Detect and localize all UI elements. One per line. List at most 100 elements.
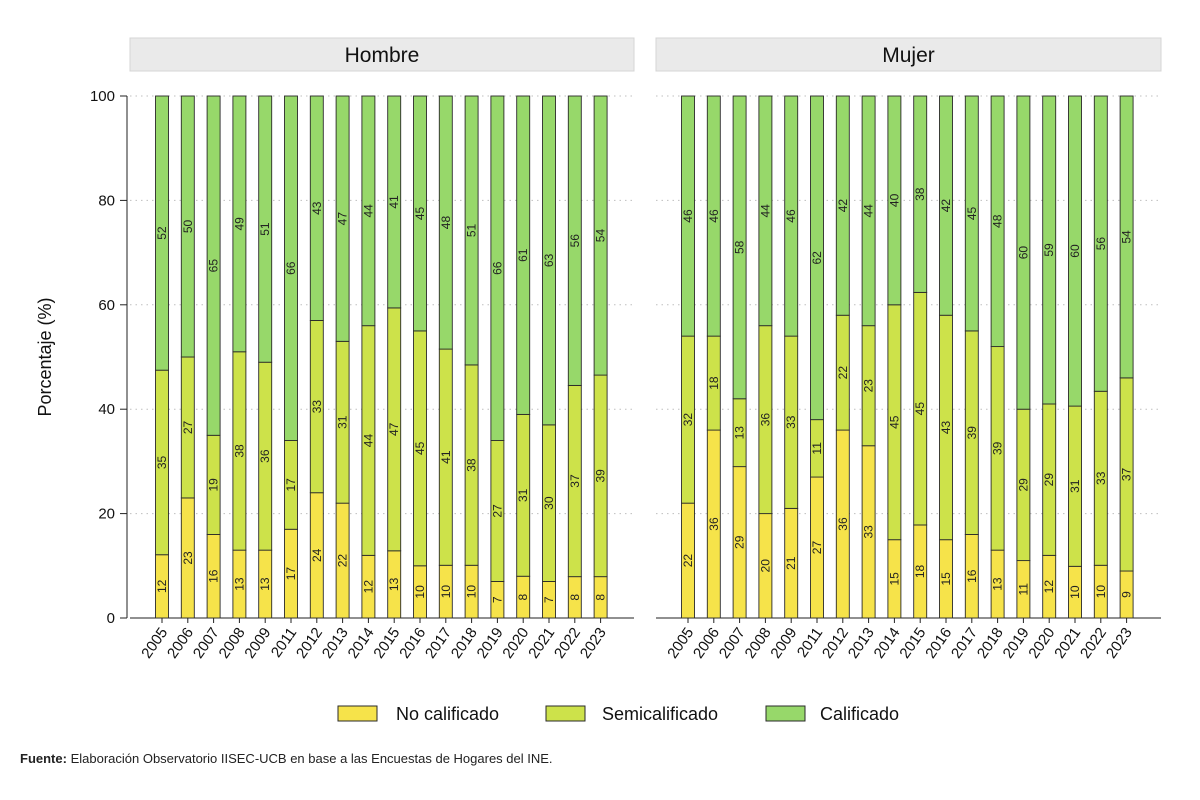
bar-label-hombre-2013: 47: [336, 212, 350, 226]
bar-label-hombre-2019: 7: [490, 596, 504, 603]
bar-label-hombre-2018: 10: [465, 585, 479, 599]
bar-label-mujer-2013: 44: [862, 204, 876, 218]
x-tick-label-hombre: 2018: [448, 625, 481, 662]
panel-title-mujer: Mujer: [882, 44, 935, 67]
bar-label-mujer-2015: 18: [913, 564, 927, 578]
bar-label-mujer-2006: 46: [707, 209, 721, 223]
legend-swatch-calificado: [765, 705, 806, 722]
bar-label-mujer-2018: 13: [991, 577, 1005, 591]
bar-label-hombre-2006: 50: [181, 220, 195, 234]
bar-label-mujer-2006: 36: [707, 517, 721, 531]
bar-label-mujer-2022: 33: [1094, 471, 1108, 485]
bar-label-hombre-2014: 44: [361, 434, 375, 448]
bar-mujer-2005-calificado: [681, 95, 695, 337]
x-tick-label-mujer: 2016: [922, 625, 955, 662]
bar-mujer-2012-calificado: [835, 95, 850, 316]
x-tick-label-hombre: 2012: [293, 625, 326, 662]
bar-label-mujer-2020: 12: [1042, 580, 1056, 594]
bar-hombre-2015-calificado: [387, 95, 402, 309]
bar-label-mujer-2014: 15: [887, 572, 901, 586]
bar-label-hombre-2005: 52: [155, 226, 169, 240]
bar-label-hombre-2008: 49: [232, 217, 246, 231]
bar-hombre-2023-calificado: [593, 95, 608, 376]
bar-label-hombre-2011: 17: [284, 478, 298, 492]
bar-label-hombre-2012: 33: [310, 400, 324, 414]
x-tick-label-hombre: 2021: [525, 625, 558, 662]
x-tick-label-mujer: 2008: [742, 625, 775, 662]
bar-label-mujer-2008: 20: [758, 559, 772, 573]
x-tick-label-hombre: 2011: [268, 625, 300, 661]
bar-hombre-2018-calificado: [464, 95, 479, 366]
bar-label-mujer-2022: 56: [1094, 237, 1108, 251]
bar-label-hombre-2012: 24: [310, 548, 324, 562]
bar-label-mujer-2008: 36: [758, 413, 772, 427]
bar-mujer-2020-calificado: [1042, 95, 1057, 405]
bar-mujer-2013-calificado: [861, 95, 876, 327]
bar-label-mujer-2017: 16: [965, 569, 979, 583]
bar-label-mujer-2016: 15: [939, 572, 953, 586]
x-tick-label-mujer: 2023: [1103, 625, 1136, 662]
bar-hombre-2007-calificado: [206, 95, 221, 436]
bar-label-hombre-2022: 56: [568, 234, 582, 248]
bar-label-mujer-2013: 23: [862, 379, 876, 393]
bar-hombre-2012-calificado: [309, 95, 324, 321]
bar-label-hombre-2015: 47: [387, 422, 401, 436]
bar-hombre-2008-calificado: [232, 95, 247, 353]
bar-label-hombre-2005: 35: [155, 455, 169, 469]
bar-hombre-2006-calificado: [180, 95, 195, 358]
x-tick-label-hombre: 2007: [190, 625, 223, 662]
bar-label-hombre-2016: 10: [413, 585, 427, 599]
bar-label-hombre-2020: 8: [516, 593, 530, 600]
bar-hombre-2021-calificado: [542, 95, 556, 426]
bar-label-mujer-2023: 54: [1120, 230, 1134, 244]
bar-label-mujer-2014: 45: [887, 415, 901, 429]
bar-mujer-2022-calificado: [1093, 95, 1108, 392]
x-tick-label-mujer: 2006: [690, 625, 723, 662]
x-tick-label-mujer: 2019: [1000, 625, 1033, 662]
legend-swatch-semicalificado: [545, 705, 586, 722]
legend-label-calificado: Calificado: [820, 704, 899, 724]
bar-label-hombre-2015: 13: [387, 577, 401, 591]
bar-label-mujer-2020: 29: [1042, 473, 1056, 487]
bar-hombre-2011-calificado: [284, 95, 298, 441]
bar-label-mujer-2014: 40: [887, 193, 901, 207]
x-tick-label-hombre: 2020: [499, 625, 532, 662]
x-tick-label-mujer: 2018: [974, 625, 1007, 662]
x-tick-label-hombre: 2013: [319, 625, 352, 662]
bar-label-mujer-2012: 36: [836, 517, 850, 531]
x-tick-label-hombre: 2019: [474, 625, 507, 662]
bar-label-hombre-2017: 48: [439, 216, 453, 230]
bar-label-hombre-2007: 16: [207, 569, 221, 583]
bar-mujer-2019-calificado: [1016, 95, 1031, 410]
bar-label-hombre-2009: 51: [258, 222, 272, 236]
bar-label-mujer-2011: 62: [810, 251, 824, 265]
bar-label-mujer-2006: 18: [707, 376, 721, 390]
bar-mujer-2023-calificado: [1119, 95, 1134, 379]
bar-label-hombre-2017: 10: [439, 585, 453, 599]
bar-label-mujer-2015: 38: [913, 187, 927, 201]
x-tick-label-mujer: 2011: [794, 625, 826, 661]
bar-label-hombre-2019: 66: [490, 261, 504, 275]
bar-label-mujer-2008: 44: [758, 204, 772, 218]
bar-label-mujer-2012: 22: [836, 366, 850, 380]
bar-label-mujer-2019: 60: [1016, 246, 1030, 260]
bar-label-mujer-2023: 37: [1120, 467, 1134, 481]
x-tick-label-mujer: 2005: [664, 625, 697, 662]
x-tick-label-hombre: 2014: [345, 625, 378, 662]
y-axis-title: Porcentaje (%): [35, 297, 55, 416]
x-tick-label-mujer: 2021: [1051, 625, 1084, 662]
x-tick-label-mujer: 2015: [896, 625, 929, 662]
x-tick-label-hombre: 2015: [370, 625, 403, 662]
bar-label-hombre-2007: 65: [207, 259, 221, 273]
y-tick-label: 40: [98, 401, 115, 418]
x-tick-label-hombre: 2005: [138, 625, 171, 662]
bar-label-hombre-2013: 31: [336, 415, 350, 429]
bar-label-hombre-2018: 51: [465, 223, 479, 237]
bar-label-hombre-2011: 66: [284, 261, 298, 275]
source-label: Fuente:: [20, 751, 67, 766]
bar-label-hombre-2008: 38: [232, 444, 246, 458]
bar-label-mujer-2017: 39: [965, 426, 979, 440]
bar-hombre-2017-calificado: [438, 95, 453, 350]
y-tick-label: 80: [98, 192, 115, 209]
x-tick-label-hombre: 2016: [396, 625, 429, 662]
